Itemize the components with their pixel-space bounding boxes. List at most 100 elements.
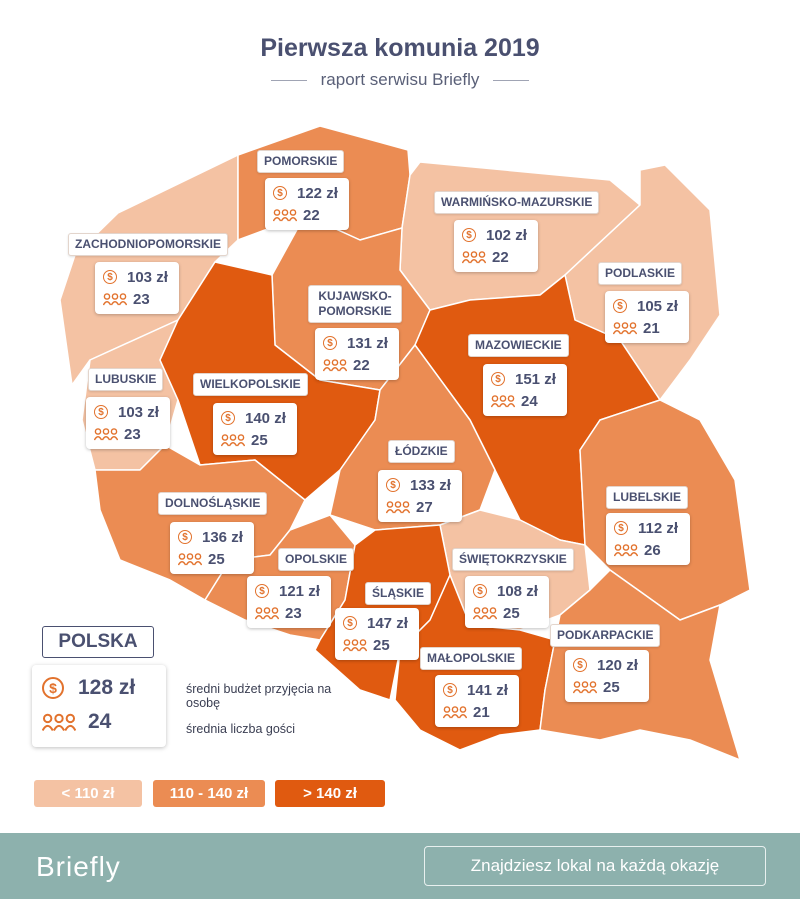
region-card: $131 zł 22 xyxy=(315,328,399,380)
brand-logo[interactable]: Briefly xyxy=(36,851,121,882)
guests-value: 23 xyxy=(133,290,150,308)
guests-value: 27 xyxy=(416,498,433,516)
country-summary-card: $128 zł 24 xyxy=(32,665,166,747)
legend-mid: 110 - 140 zł xyxy=(153,780,265,807)
people-icon xyxy=(573,680,597,694)
dollar-coin-icon: $ xyxy=(443,683,457,697)
guests-note: średnia liczba gości xyxy=(186,722,296,736)
dollar-coin-icon: $ xyxy=(103,270,117,284)
dollar-coin-icon: $ xyxy=(573,658,587,672)
guests-value: 25 xyxy=(603,678,620,696)
region-card: $103 zł 23 xyxy=(95,262,179,314)
people-icon xyxy=(42,712,76,732)
divider-left xyxy=(270,79,307,81)
budget-value: 141 zł xyxy=(467,681,508,699)
guests-value: 21 xyxy=(473,703,490,721)
subtitle-row: raport serwisu Briefly xyxy=(0,70,800,90)
guests-value: 22 xyxy=(353,356,370,374)
people-icon xyxy=(94,427,118,441)
guests-value: 26 xyxy=(644,541,661,559)
dollar-coin-icon: $ xyxy=(473,584,487,598)
region-name: POMORSKIE xyxy=(257,150,345,173)
region-name: PODLASKIE xyxy=(598,262,683,285)
region-name: ZACHODNIOPOMORSKIE xyxy=(68,233,229,256)
guests-value: 23 xyxy=(285,604,302,622)
budget-value: 136 zł xyxy=(202,528,243,546)
legend-low: < 110 zł xyxy=(34,780,142,807)
dollar-coin-icon: $ xyxy=(221,411,235,425)
region-card: $120 zł 25 xyxy=(565,650,649,702)
region-card: $105 zł 21 xyxy=(605,291,689,343)
dollar-coin-icon: $ xyxy=(255,584,269,598)
people-icon xyxy=(613,321,637,335)
region-card: $140 zł 25 xyxy=(213,403,297,455)
dollar-coin-icon: $ xyxy=(323,336,337,350)
dollar-coin-icon: $ xyxy=(42,677,64,699)
find-venue-button[interactable]: Znajdziesz lokal na każdą okazję xyxy=(424,846,766,886)
region-name: WIELKOPOLSKIE xyxy=(193,373,308,396)
people-icon xyxy=(103,292,127,306)
dollar-coin-icon: $ xyxy=(491,372,505,386)
guests-value: 25 xyxy=(251,431,268,449)
budget-value: 112 zł xyxy=(638,519,679,537)
region-card: $141 zł 21 xyxy=(435,675,519,727)
region-card: $122 zł 22 xyxy=(265,178,349,230)
divider-right xyxy=(493,79,530,81)
legend-high: > 140 zł xyxy=(275,780,385,807)
people-icon xyxy=(273,208,297,222)
budget-value: 105 zł xyxy=(637,297,678,315)
people-icon xyxy=(443,705,467,719)
region-card: $108 zł 25 xyxy=(465,576,549,628)
budget-value: 103 zł xyxy=(118,403,159,421)
budget-value: 108 zł xyxy=(497,582,538,600)
dollar-coin-icon: $ xyxy=(614,521,628,535)
dollar-coin-icon: $ xyxy=(462,228,476,242)
page-title: Pierwsza komunia 2019 xyxy=(260,34,540,62)
region-name: MAZOWIECKIE xyxy=(468,334,569,357)
people-icon xyxy=(462,250,486,264)
guests-value: 23 xyxy=(124,425,141,443)
region-card: $103 zł 23 xyxy=(86,397,170,449)
dollar-coin-icon: $ xyxy=(273,186,287,200)
region-card: $147 zł 25 xyxy=(335,608,419,660)
people-icon xyxy=(255,606,279,620)
region-name: DOLNOŚLĄSKIE xyxy=(158,492,268,515)
dollar-coin-icon: $ xyxy=(94,405,108,419)
budget-value: 147 zł xyxy=(367,614,408,632)
guests-value: 22 xyxy=(492,248,509,266)
region-name: ŚLĄSKIE xyxy=(365,582,432,605)
people-icon xyxy=(491,394,515,408)
guests-value: 25 xyxy=(373,636,390,654)
budget-value: 151 zł xyxy=(515,370,556,388)
budget-value: 102 zł xyxy=(486,226,527,244)
region-card: $121 zł 23 xyxy=(247,576,331,628)
guests-value: 24 xyxy=(521,392,538,410)
region-card: $112 zł 26 xyxy=(606,513,690,565)
dollar-coin-icon: $ xyxy=(343,616,357,630)
budget-value: 103 zł xyxy=(127,268,168,286)
budget-value: 133 zł xyxy=(410,476,451,494)
guests-value: 21 xyxy=(643,319,660,337)
people-icon xyxy=(221,433,245,447)
country-label: POLSKA xyxy=(42,626,154,658)
dollar-coin-icon: $ xyxy=(386,478,400,492)
budget-value: 131 zł xyxy=(347,334,388,352)
country-guests-value: 24 xyxy=(88,710,112,733)
people-icon xyxy=(178,552,202,566)
region-name: LUBUSKIE xyxy=(88,368,164,391)
guests-value: 25 xyxy=(503,604,520,622)
region-card: $102 zł 22 xyxy=(454,220,538,272)
region-name: ŚWIĘTOKRZYSKIE xyxy=(452,548,574,571)
page-subtitle: raport serwisu Briefly xyxy=(320,70,480,89)
country-budget-value: 128 zł xyxy=(78,676,136,699)
people-icon xyxy=(614,543,638,557)
people-icon xyxy=(386,500,410,514)
region-name: OPOLSKIE xyxy=(278,548,355,571)
region-name: PODKARPACKIE xyxy=(550,624,661,647)
dollar-coin-icon: $ xyxy=(613,299,627,313)
people-icon xyxy=(323,358,347,372)
guests-value: 25 xyxy=(208,550,225,568)
region-card: $133 zł 27 xyxy=(378,470,462,522)
budget-value: 140 zł xyxy=(245,409,286,427)
region-name: ŁÓDZKIE xyxy=(388,440,455,463)
